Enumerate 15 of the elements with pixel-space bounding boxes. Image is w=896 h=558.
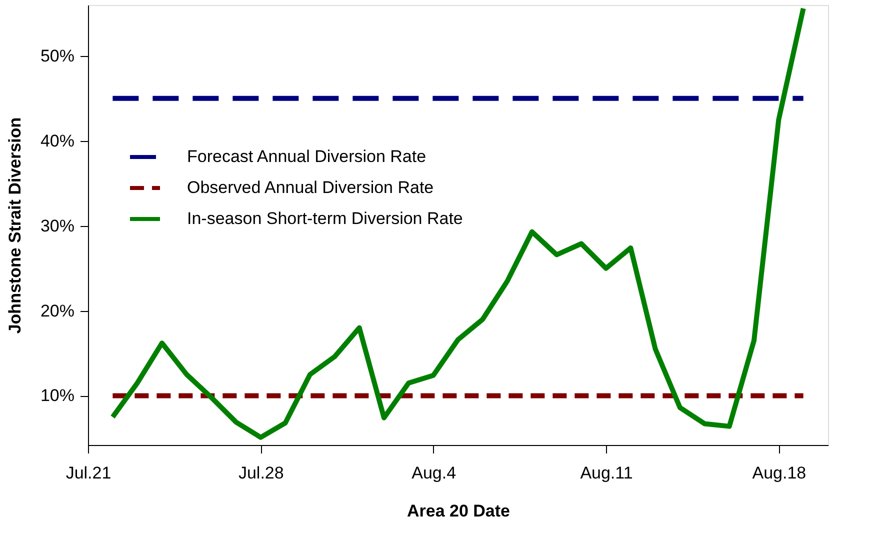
x-tick-label: Aug.11 xyxy=(580,464,633,482)
legend-label: In-season Short-term Diversion Rate xyxy=(187,209,463,228)
x-tick-label: Aug.4 xyxy=(412,464,456,482)
y-tick-label: 20% xyxy=(40,301,74,320)
x-tick-label: Jul.21 xyxy=(66,464,112,482)
x-tick-label: Aug.18 xyxy=(752,464,806,482)
y-axis-title: Johnstone Strait Diversion xyxy=(5,117,24,334)
x-tick-label: Jul.28 xyxy=(238,464,284,482)
legend-label: Forecast Annual Diversion Rate xyxy=(187,147,426,166)
legend-label: Observed Annual Diversion Rate xyxy=(187,178,434,197)
y-tick-label: 10% xyxy=(40,386,74,406)
y-tick-label: 30% xyxy=(40,216,74,236)
y-tick-label: 40% xyxy=(40,131,74,150)
y-tick-label: 50% xyxy=(40,46,74,66)
x-axis-title: Area 20 Date xyxy=(406,502,510,520)
